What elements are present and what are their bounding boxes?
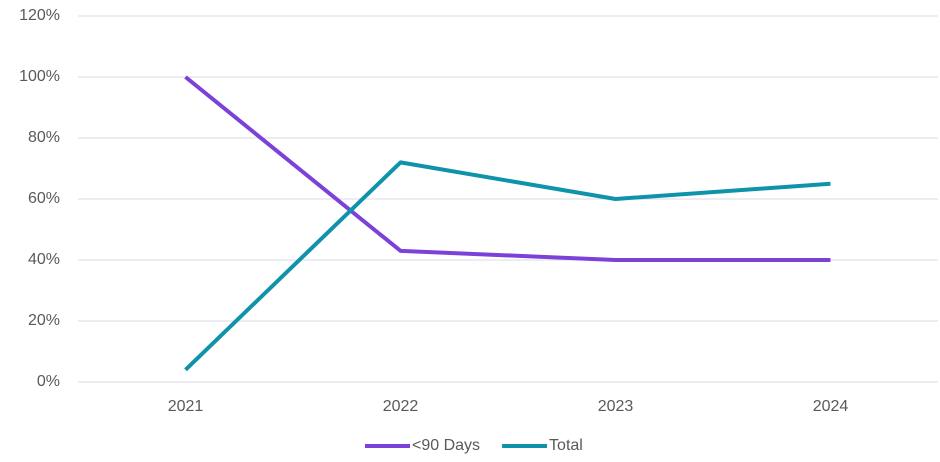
x-tick-label: 2022 (383, 398, 419, 415)
x-tick-label: 2021 (168, 398, 204, 415)
y-tick-label: 20% (28, 312, 60, 329)
legend-label: Total (549, 437, 583, 454)
x-tick-label: 2024 (813, 398, 849, 415)
y-tick-label: 40% (28, 251, 60, 268)
x-tick-label: 2023 (598, 398, 634, 415)
y-tick-label: 0% (37, 373, 60, 390)
series-line (184, 75, 831, 262)
y-tick-label: 100% (19, 68, 60, 85)
y-tick-label: 120% (19, 7, 60, 24)
y-tick-label: 80% (28, 129, 60, 146)
y-tick-label: 60% (28, 190, 60, 207)
series-line (184, 160, 831, 372)
legend-label: <90 Days (412, 437, 480, 454)
